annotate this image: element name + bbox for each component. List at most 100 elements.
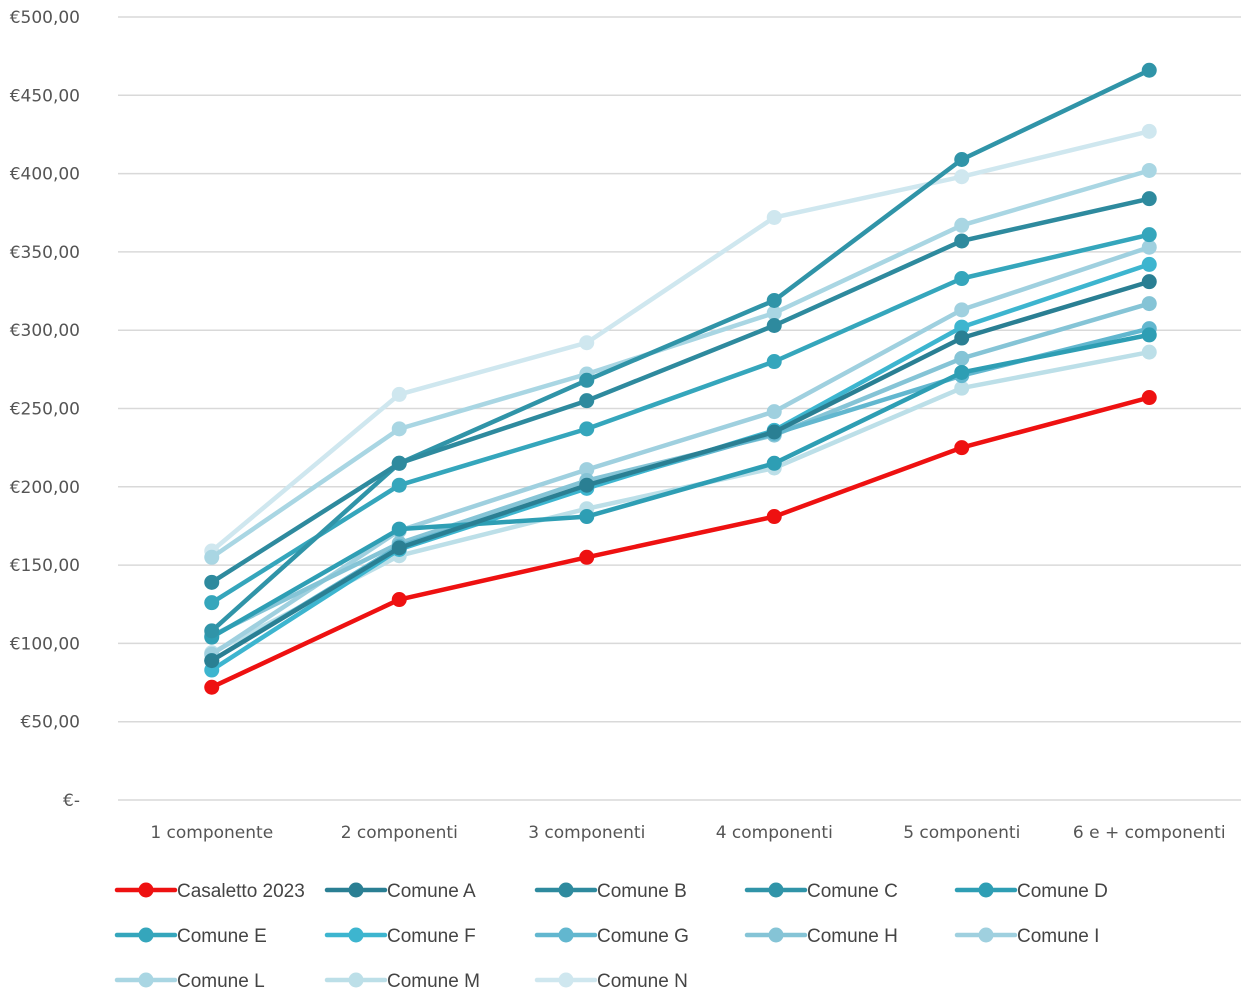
data-point: [1141, 162, 1157, 178]
data-point: [1141, 191, 1157, 207]
y-tick-label: €250,00: [10, 400, 80, 420]
x-axis-tick-labels: 1 componente 2 componenti 3 componenti 4 co…: [150, 823, 1225, 843]
y-axis-tick-labels: €- €50,00 €100,00 €150,00 €200,00 €250,00 €300…: [10, 8, 80, 811]
data-point: [579, 335, 595, 351]
data-point: [204, 653, 220, 669]
data-point: [579, 462, 595, 478]
legend-swatch-marker: [768, 882, 784, 898]
series-5: [204, 227, 1157, 611]
y-tick-label: €150,00: [10, 556, 80, 576]
data-point: [954, 440, 970, 456]
data-point: [954, 302, 970, 318]
x-tick-label: 5 componenti: [903, 823, 1020, 843]
legend-item: Comune I: [954, 926, 1099, 947]
legend-swatch-marker: [978, 882, 994, 898]
data-point: [579, 509, 595, 525]
legend-item: Comune B: [534, 881, 687, 902]
data-point: [579, 372, 595, 388]
data-point: [954, 364, 970, 380]
data-point: [1141, 344, 1157, 360]
legend-swatch-marker: [348, 927, 364, 943]
data-point: [954, 217, 970, 233]
legend-swatch-marker: [138, 927, 154, 943]
y-tick-label: €300,00: [10, 321, 80, 341]
data-point: [391, 477, 407, 493]
legend-item: Comune A: [324, 881, 476, 902]
data-point: [954, 380, 970, 396]
data-point: [391, 386, 407, 402]
data-point: [1141, 62, 1157, 78]
data-point: [766, 305, 782, 321]
data-point: [579, 393, 595, 409]
series-line: [209, 301, 1152, 638]
legend-label: Comune H: [807, 926, 898, 947]
legend-item: Comune F: [324, 926, 476, 947]
plot-area: [204, 62, 1157, 695]
legend-item: Comune D: [954, 881, 1108, 902]
data-point: [579, 549, 595, 565]
series-0: [204, 390, 1157, 695]
data-point: [204, 595, 220, 611]
data-point: [391, 592, 407, 608]
data-point: [954, 152, 970, 168]
legend-swatch-marker: [768, 927, 784, 943]
data-point: [766, 509, 782, 525]
data-point: [1141, 239, 1157, 255]
data-point: [766, 292, 782, 308]
series-line: [209, 67, 1152, 634]
legend-label: Comune L: [177, 971, 265, 992]
data-point: [1141, 123, 1157, 139]
legend: Casaletto 2023 Comune A Comune B Comune C Co…: [114, 881, 1108, 992]
legend-item: Comune C: [744, 881, 898, 902]
legend-label: Casaletto 2023: [177, 881, 305, 902]
data-point: [204, 623, 220, 639]
legend-item: Comune G: [534, 926, 689, 947]
legend-label: Comune E: [177, 926, 267, 947]
legend-swatch-marker: [348, 972, 364, 988]
series-line: [209, 232, 1152, 605]
data-point: [766, 209, 782, 225]
y-tick-label: €-: [63, 791, 80, 811]
data-point: [954, 330, 970, 346]
series-4: [204, 327, 1157, 645]
legend-label: Comune D: [1017, 881, 1108, 902]
legend-swatch-marker: [138, 882, 154, 898]
x-tick-label: 6 e + componenti: [1073, 823, 1226, 843]
x-tick-label: 1 componente: [150, 823, 273, 843]
data-point: [391, 455, 407, 471]
series-line: [209, 395, 1152, 690]
data-point: [954, 233, 970, 249]
y-tick-label: €400,00: [10, 165, 80, 185]
x-tick-label: 3 componenti: [528, 823, 645, 843]
y-tick-label: €50,00: [21, 713, 80, 733]
data-point: [954, 169, 970, 185]
data-point: [954, 319, 970, 335]
x-tick-label: 4 componenti: [716, 823, 833, 843]
legend-item: Comune L: [114, 971, 265, 992]
legend-label: Comune B: [597, 881, 687, 902]
legend-item: Comune M: [324, 971, 480, 992]
data-point: [1141, 256, 1157, 272]
series-3: [204, 62, 1157, 639]
y-tick-label: €100,00: [10, 634, 80, 654]
series-line: [209, 279, 1152, 663]
data-point: [1141, 274, 1157, 290]
data-point: [204, 549, 220, 565]
data-point: [766, 455, 782, 471]
series-9: [204, 239, 1157, 662]
legend-label: Comune G: [597, 926, 689, 947]
legend-label: Comune M: [387, 971, 480, 992]
series-10: [204, 162, 1157, 565]
legend-swatch-marker: [348, 882, 364, 898]
data-point: [579, 421, 595, 437]
data-point: [579, 477, 595, 493]
series-11: [204, 344, 1157, 661]
data-point: [1141, 227, 1157, 243]
data-point: [391, 540, 407, 556]
series-line: [209, 332, 1152, 640]
legend-swatch-marker: [138, 972, 154, 988]
legend-swatch-marker: [558, 882, 574, 898]
data-point: [391, 421, 407, 437]
data-point: [954, 271, 970, 287]
